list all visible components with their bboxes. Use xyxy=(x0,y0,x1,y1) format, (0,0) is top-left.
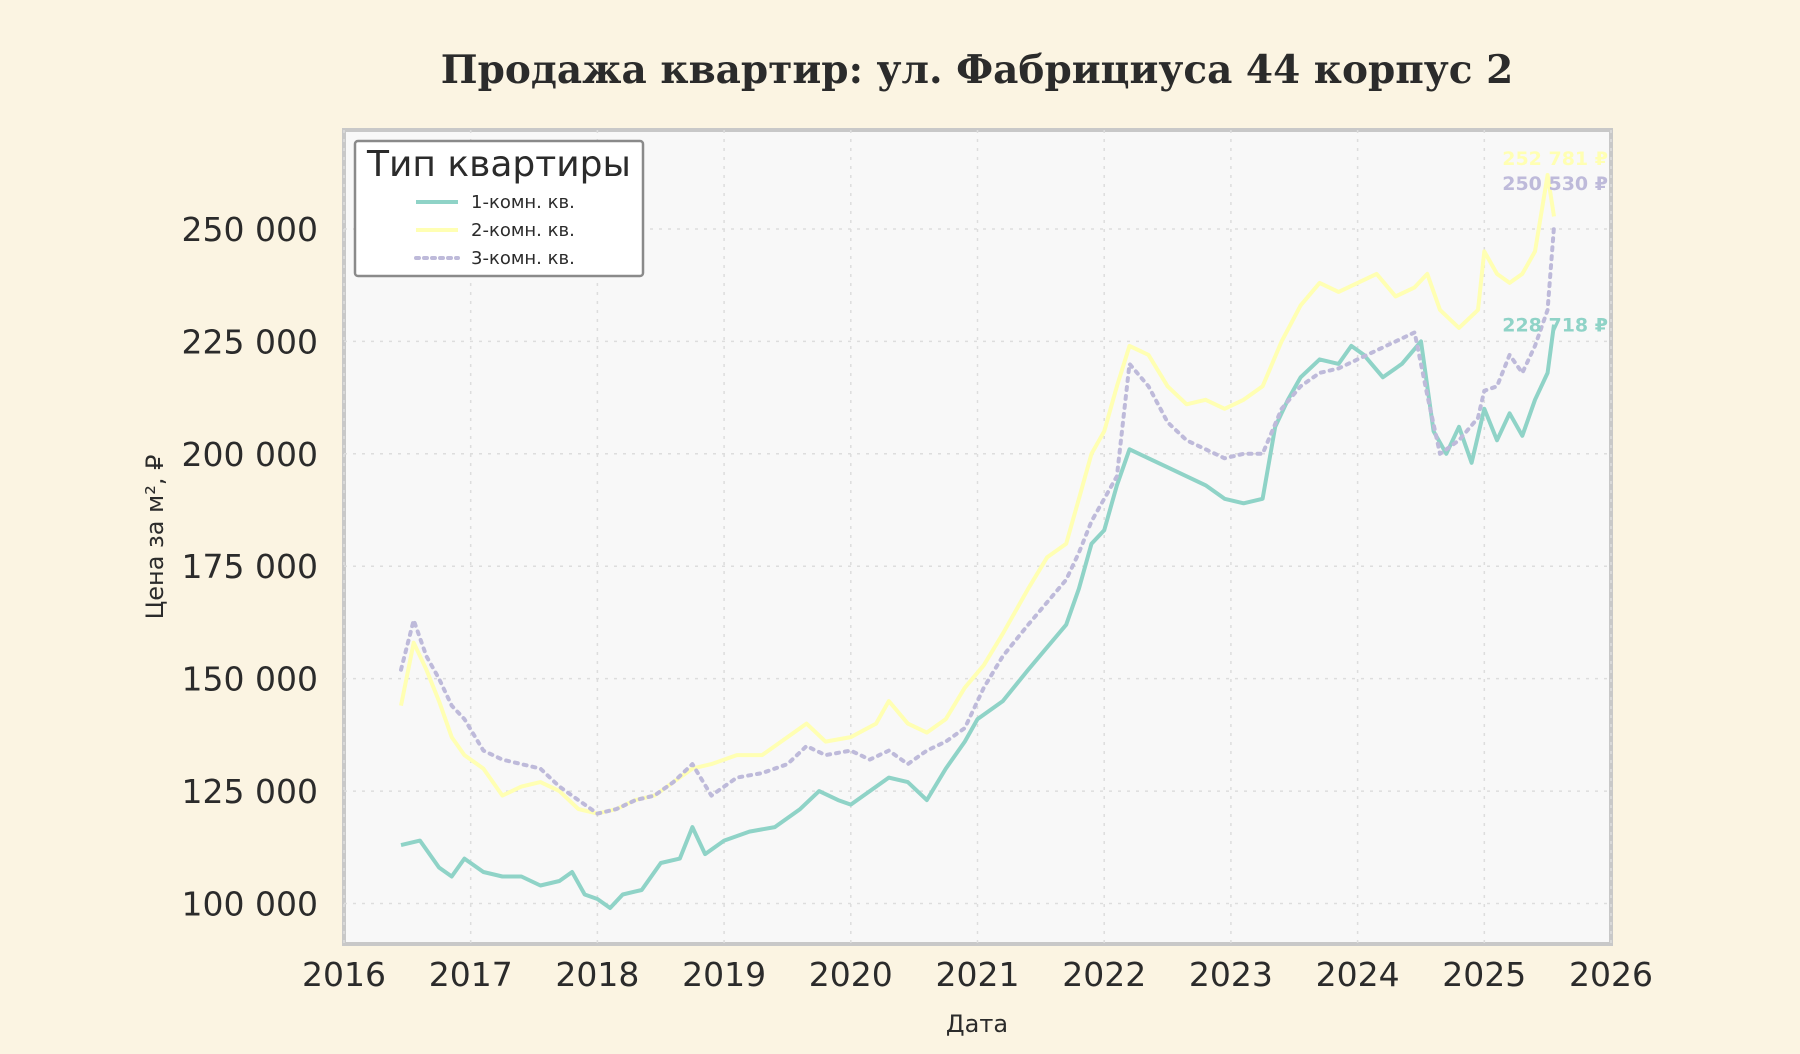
x-tick-label: 2016 xyxy=(302,955,386,994)
series-line-1-room xyxy=(400,324,1556,910)
y-tick-label: 175 000 xyxy=(182,547,318,586)
x-tick-label: 2024 xyxy=(1316,955,1400,994)
x-tick-label: 2022 xyxy=(1062,955,1146,994)
chart-title: Продажа квартир: ул. Фабрициуса 44 корпу… xyxy=(441,47,1513,93)
legend-label-2-room: 2-комн. кв. xyxy=(471,220,575,241)
y-tick-label: 250 000 xyxy=(182,210,318,249)
series-group xyxy=(399,173,1556,910)
y-tick-label: 225 000 xyxy=(182,322,318,361)
ticks-group: 2016 2017 2018 2019 2020 2021 2022 2023 2024 2025… xyxy=(182,210,1653,994)
x-tick-label: 2021 xyxy=(936,955,1020,994)
y-tick-label: 125 000 xyxy=(182,772,318,811)
y-tick-label: 100 000 xyxy=(182,885,318,924)
legend-label-3-room: 3-комн. кв. xyxy=(471,248,575,269)
end-labels-group: 252 781 ₽ 250 530 ₽ 228 718 ₽ xyxy=(1502,148,1608,337)
legend-label-1-room: 1-комн. кв. xyxy=(471,192,575,213)
x-tick-label: 2025 xyxy=(1442,955,1526,994)
end-label-2-room: 252 781 ₽ xyxy=(1502,148,1608,170)
y-tick-label: 200 000 xyxy=(182,435,318,474)
x-tick-label: 2023 xyxy=(1189,955,1273,994)
series-line-2-room xyxy=(399,173,1556,816)
legend: Тип квартиры 1-комн. кв. 2-комн. кв. 3-к… xyxy=(353,139,645,278)
legend-box xyxy=(353,139,645,278)
x-axis-label: Дата xyxy=(946,1010,1008,1038)
x-tick-label: 2026 xyxy=(1569,955,1653,994)
series-line-3-room xyxy=(399,224,1556,816)
x-tick-label: 2018 xyxy=(555,955,639,994)
x-tick-label: 2019 xyxy=(682,955,766,994)
end-label-1-room: 228 718 ₽ xyxy=(1502,315,1608,337)
y-tick-label: 150 000 xyxy=(182,660,318,699)
x-tick-label: 2017 xyxy=(429,955,513,994)
legend-title: Тип квартиры xyxy=(366,144,631,185)
end-label-3-room: 250 530 ₽ xyxy=(1502,173,1608,195)
y-axis-label: Цена за м², ₽ xyxy=(141,455,169,620)
x-tick-label: 2020 xyxy=(809,955,893,994)
